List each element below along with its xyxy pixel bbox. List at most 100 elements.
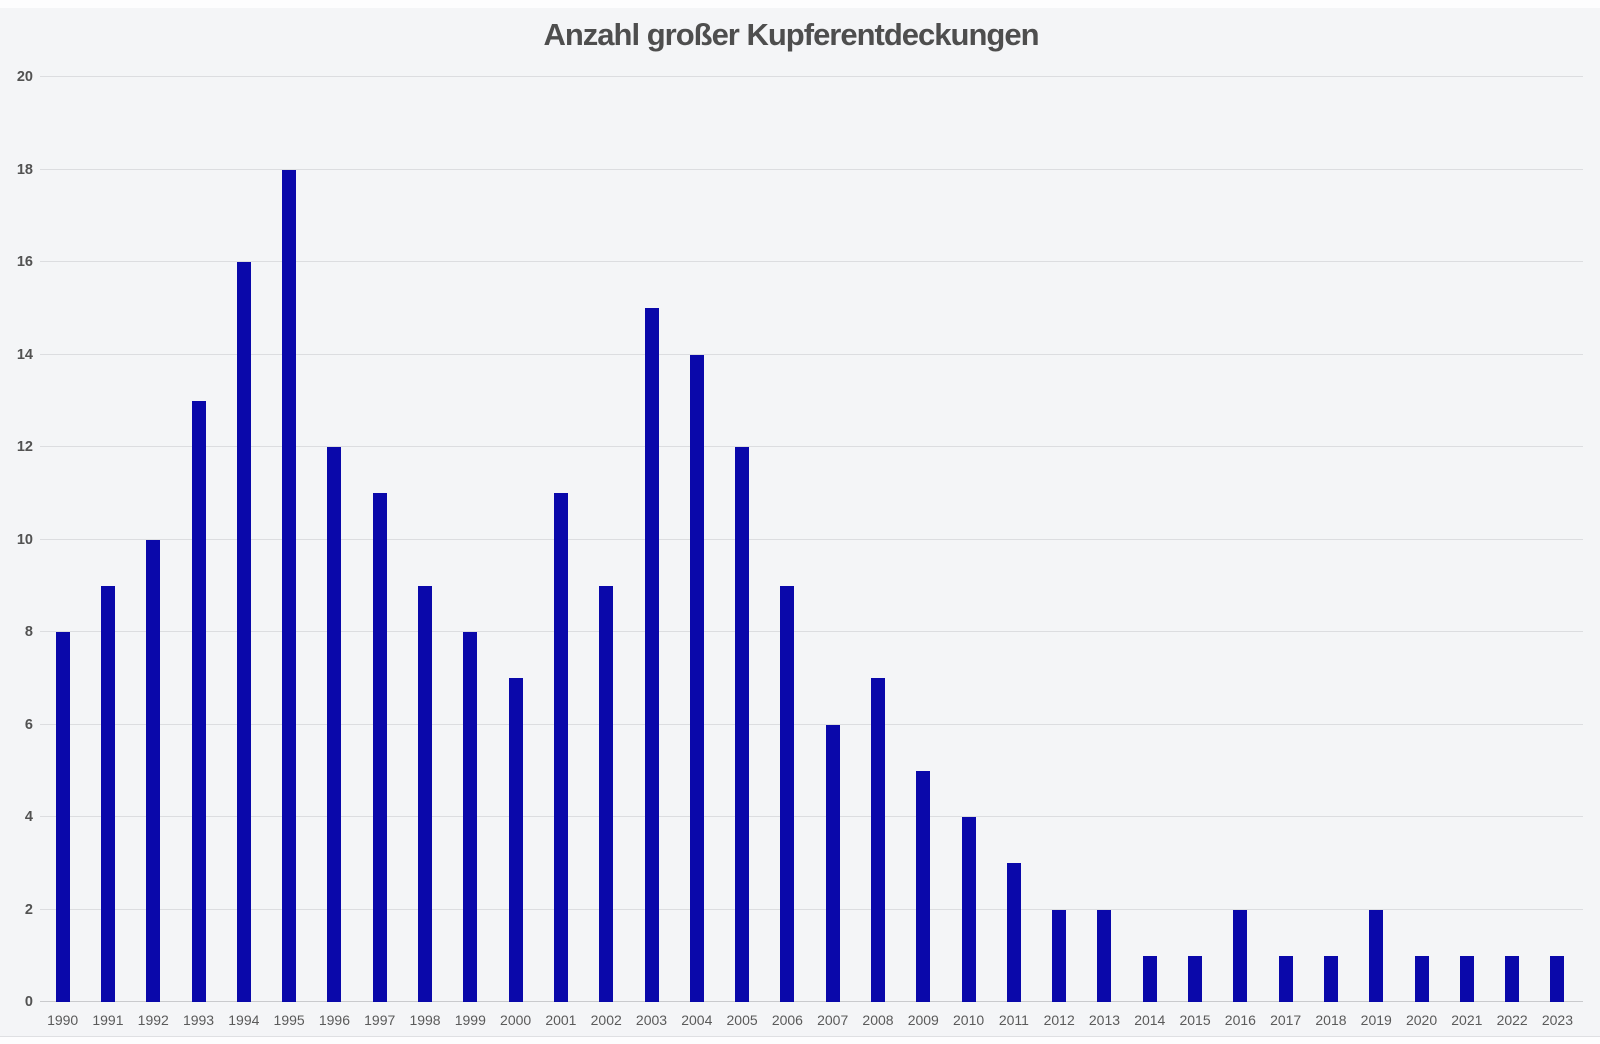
bar (418, 585, 433, 1002)
bar-column (1490, 77, 1535, 1002)
x-tick-label: 2015 (1179, 1012, 1211, 1028)
bar-column (40, 77, 85, 1002)
x-tick-label: 2019 (1360, 1012, 1392, 1028)
bar-column (312, 77, 357, 1002)
x-tick-label: 2008 (862, 1012, 894, 1028)
bar-column (1037, 77, 1082, 1002)
bar-column (176, 77, 221, 1002)
y-tick-label: 4 (24, 809, 33, 825)
bar (1052, 909, 1067, 1002)
bar-column (85, 77, 130, 1002)
bar (55, 632, 70, 1002)
x-tick-label: 1996 (318, 1012, 350, 1028)
y-tick-label: 8 (24, 624, 33, 640)
bar (463, 632, 478, 1002)
gridline (40, 538, 1583, 540)
bar-column (810, 77, 855, 1002)
x-tick-label: 2002 (590, 1012, 622, 1028)
bar (282, 169, 297, 1002)
bar-column (1354, 77, 1399, 1002)
bar-column (1263, 77, 1308, 1002)
bar (1188, 955, 1203, 1002)
bar (1006, 863, 1021, 1002)
bar (825, 724, 840, 1002)
bar-column (1172, 77, 1217, 1002)
bar (1097, 909, 1112, 1002)
bar (870, 678, 885, 1002)
x-tick-label: 1995 (273, 1012, 305, 1028)
x-axis: 1990 1991 1992 1993 1994 1995 1996 1997 1998 1999… (40, 1009, 1580, 1031)
gridlines (40, 76, 1583, 1002)
x-tick-label: 2016 (1224, 1012, 1256, 1028)
y-tick-label: 14 (16, 346, 33, 363)
bar (372, 493, 387, 1002)
bar-column (991, 77, 1036, 1002)
bar (553, 493, 568, 1002)
bar-column (1082, 77, 1127, 1002)
x-tick-label: 2021 (1451, 1012, 1483, 1028)
gridline (40, 631, 1583, 632)
bar (1142, 955, 1157, 1002)
x-tick-label: 2000 (500, 1012, 532, 1028)
bar-column (266, 77, 311, 1002)
bar (327, 447, 342, 1002)
bar-column (855, 77, 900, 1002)
bar (689, 354, 704, 1002)
x-tick-label: 1998 (409, 1012, 441, 1028)
bar (780, 585, 795, 1002)
bar (1459, 955, 1474, 1002)
y-tick-label: 6 (24, 716, 33, 733)
bar (1233, 909, 1248, 1002)
x-tick-label: 1991 (92, 1012, 124, 1028)
bar (644, 308, 659, 1002)
y-tick-label: 10 (16, 531, 33, 548)
y-tick-label: 2 (24, 901, 33, 918)
bar-column (1535, 77, 1580, 1002)
x-tick-label: 1994 (228, 1012, 260, 1028)
bar-column (448, 77, 493, 1002)
chart-card: Anzahl großer Kupferentdeckungen 0 2 4 6 8 10… (0, 8, 1600, 1037)
chart-title: Anzahl großer Kupferentdeckungen (543, 17, 1039, 52)
bar-column (221, 77, 266, 1002)
x-tick-label: 2011 (998, 1012, 1029, 1028)
y-tick-label: 0 (24, 994, 33, 1010)
bar (1369, 909, 1384, 1002)
bar-column (674, 77, 719, 1002)
bar-column (1399, 77, 1444, 1002)
bar (735, 447, 750, 1002)
bar (1278, 955, 1293, 1002)
bar (961, 817, 976, 1002)
y-tick-label: 20 (16, 69, 33, 85)
bar (146, 539, 161, 1002)
bar-column (1127, 77, 1172, 1002)
bar-column (765, 77, 810, 1002)
gridline (40, 816, 1583, 817)
bar (1323, 955, 1338, 1002)
gridline (40, 908, 1583, 910)
bar-column (131, 77, 176, 1002)
x-tick-label: 2022 (1496, 1012, 1528, 1028)
x-tick-label: 2009 (907, 1012, 939, 1028)
bar-column (584, 77, 629, 1002)
x-tick-label: 2023 (1541, 1012, 1574, 1028)
bar-column (629, 77, 674, 1002)
x-tick-label: 1993 (182, 1012, 215, 1028)
bar-column (357, 77, 402, 1002)
gridline (40, 76, 1583, 77)
x-axis-baseline (40, 1001, 1583, 1002)
bar (508, 678, 523, 1002)
y-axis: 0 2 4 6 8 10 12 14 16 18 20 (0, 69, 33, 1010)
x-tick-label: 2001 (545, 1012, 577, 1028)
x-tick-label: 1997 (364, 1012, 396, 1028)
bar (100, 585, 115, 1002)
bar-column (719, 77, 764, 1002)
bar (1550, 955, 1565, 1002)
bar (236, 262, 251, 1002)
plot-area (40, 77, 1580, 1002)
bar (1414, 955, 1429, 1002)
bar-column (493, 77, 538, 1002)
gridline (40, 168, 1583, 170)
x-tick-label: 1992 (137, 1012, 169, 1028)
bar-column (402, 77, 447, 1002)
